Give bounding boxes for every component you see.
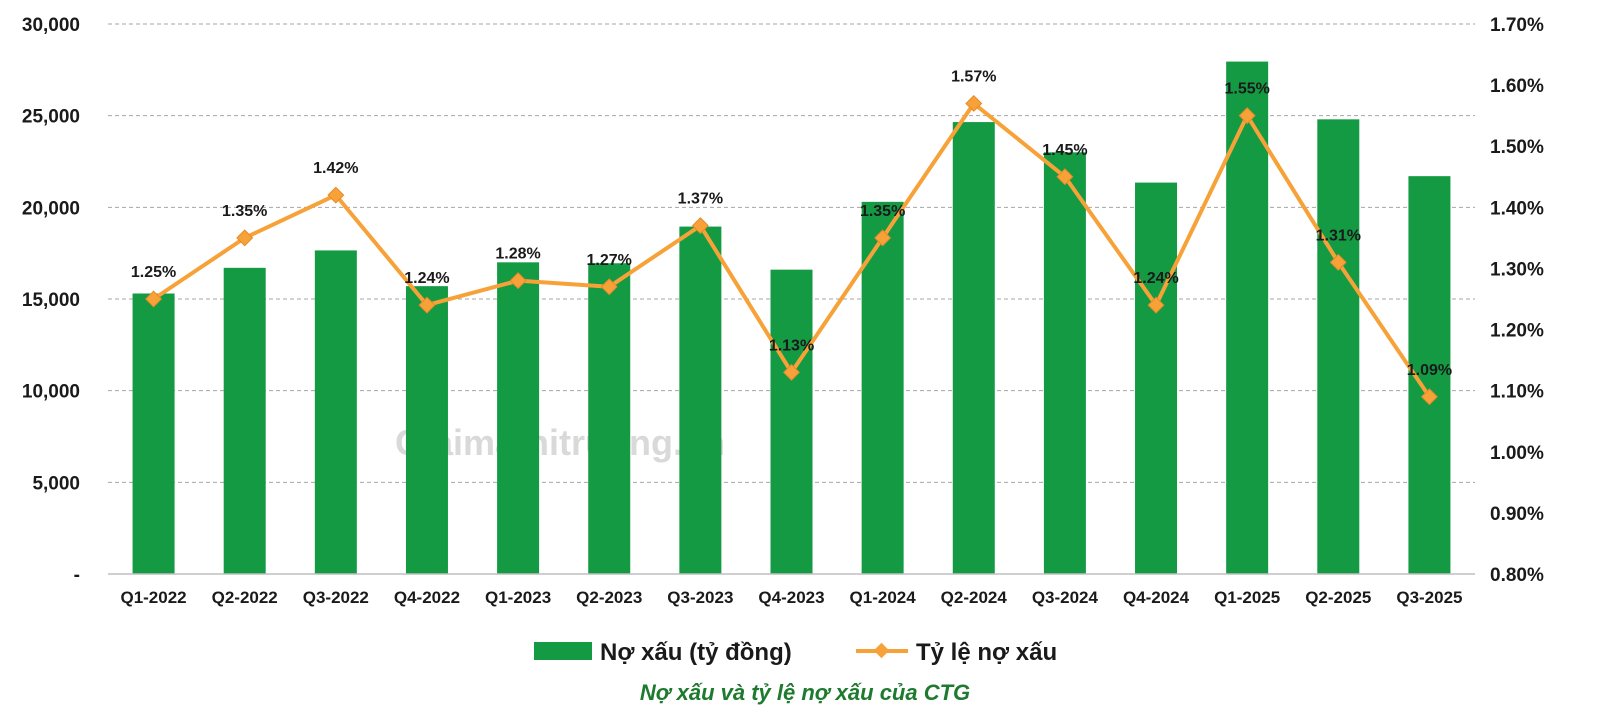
- data-label: 1.24%: [1133, 270, 1178, 287]
- left-axis: - 5,000 10,000 15,000 20,000 25,000 30,000: [22, 15, 80, 586]
- x-tick-label: Q1-2025: [1214, 588, 1280, 607]
- y-right-tick-label: 1.50%: [1490, 137, 1544, 158]
- line-point: [418, 296, 436, 314]
- line-point: [691, 217, 709, 235]
- y-left-tick-label: 30,000: [22, 15, 80, 36]
- x-tick-label: Q1-2022: [120, 588, 186, 607]
- x-tick-label: Q2-2024: [941, 588, 1008, 607]
- bar: [952, 122, 995, 574]
- data-label: 1.57%: [951, 68, 996, 85]
- bar: [1317, 119, 1360, 574]
- x-tick-label: Q1-2024: [850, 588, 917, 607]
- data-label: 1.55%: [1224, 81, 1269, 98]
- right-axis: 0.80% 0.90% 1.00% 1.10% 1.20% 1.30% 1.40% 1.50%…: [1490, 15, 1544, 586]
- line-point: [600, 278, 618, 296]
- bar: [223, 267, 266, 574]
- x-tick-label: Q2-2022: [212, 588, 278, 607]
- data-label: 1.31%: [1316, 227, 1361, 244]
- bar: [405, 286, 448, 574]
- data-label: 1.27%: [587, 252, 632, 269]
- line-point: [1147, 296, 1165, 314]
- y-right-tick-label: 0.90%: [1490, 504, 1544, 525]
- y-right-tick-label: 1.60%: [1490, 76, 1544, 97]
- data-label: 1.09%: [1407, 362, 1452, 379]
- line-point: [509, 272, 527, 290]
- x-tick-label: Q3-2023: [667, 588, 733, 607]
- x-tick-label: Q2-2025: [1305, 588, 1371, 607]
- bar: [1043, 152, 1086, 575]
- line-point: [1238, 107, 1256, 125]
- y-left-tick-label: 15,000: [22, 290, 80, 311]
- bar: [770, 269, 813, 574]
- line-series: [145, 94, 1438, 406]
- data-label: 1.35%: [222, 203, 267, 220]
- line-point: [145, 290, 163, 308]
- x-tick-label: Q2-2023: [576, 588, 642, 607]
- y-right-tick-label: 0.80%: [1490, 565, 1544, 586]
- legend-bar-swatch: [534, 642, 592, 660]
- data-label: 1.45%: [1042, 142, 1087, 159]
- data-label: 1.24%: [404, 270, 449, 287]
- line-point: [236, 229, 254, 247]
- line-point: [1329, 253, 1347, 271]
- y-right-tick-label: 1.70%: [1490, 15, 1544, 36]
- data-label: 1.35%: [860, 203, 905, 220]
- x-tick-label: Q4-2023: [758, 588, 824, 607]
- line-point: [965, 94, 983, 112]
- line-point: [874, 229, 892, 247]
- y-right-tick-label: 1.10%: [1490, 382, 1544, 403]
- data-label: 1.42%: [313, 160, 358, 177]
- y-left-tick-label: 25,000: [22, 107, 80, 128]
- data-label: 1.25%: [131, 264, 176, 281]
- line-point: [1420, 388, 1438, 406]
- bar: [588, 263, 631, 574]
- x-tick-label: Q3-2022: [303, 588, 369, 607]
- bar: [679, 226, 722, 575]
- bar: [497, 262, 540, 574]
- bar: [132, 293, 175, 574]
- y-left-tick-label: 5,000: [32, 473, 80, 494]
- data-label: 1.28%: [495, 246, 540, 263]
- x-tick-label: Q1-2023: [485, 588, 551, 607]
- data-label: 1.13%: [769, 337, 814, 354]
- y-left-tick-label: 10,000: [22, 382, 80, 403]
- legend: Nợ xấu (tỷ đồng) Tỷ lệ nợ xấu: [534, 639, 1057, 666]
- bar: [1135, 182, 1178, 575]
- chart-caption: Nợ xấu và tỷ lệ nợ xấu của CTG: [640, 680, 970, 705]
- y-left-tick-label: 20,000: [22, 198, 80, 219]
- bar: [861, 201, 904, 575]
- line-point: [1056, 168, 1074, 186]
- x-tick-label: Q3-2025: [1396, 588, 1462, 607]
- legend-line-marker: [873, 642, 890, 659]
- legend-line-label: Tỷ lệ nợ xấu: [916, 639, 1057, 666]
- data-label: 1.37%: [678, 191, 723, 208]
- bar-series: [132, 61, 1451, 575]
- y-right-tick-label: 1.40%: [1490, 198, 1544, 219]
- y-right-tick-label: 1.30%: [1490, 259, 1544, 280]
- y-left-tick-label: -: [74, 565, 80, 586]
- line-point: [783, 363, 800, 381]
- x-tick-label: Q4-2024: [1123, 588, 1190, 607]
- bar: [314, 250, 357, 574]
- watermark: Giaimathitruong.vn: [395, 422, 725, 463]
- x-axis: Q1-2022 Q2-2022 Q3-2022 Q4-2022 Q1-2023 Q2-20…: [120, 588, 1462, 607]
- line-point: [327, 186, 345, 204]
- legend-bar-label: Nợ xấu (tỷ đồng): [600, 639, 792, 666]
- x-tick-label: Q4-2022: [394, 588, 460, 607]
- data-labels: 1.25% 1.35% 1.42% 1.24% 1.28% 1.27% 1.37% 1.13%…: [131, 68, 1452, 378]
- y-right-tick-label: 1.00%: [1490, 443, 1544, 464]
- x-tick-label: Q3-2024: [1032, 588, 1099, 607]
- y-right-tick-label: 1.20%: [1490, 321, 1544, 342]
